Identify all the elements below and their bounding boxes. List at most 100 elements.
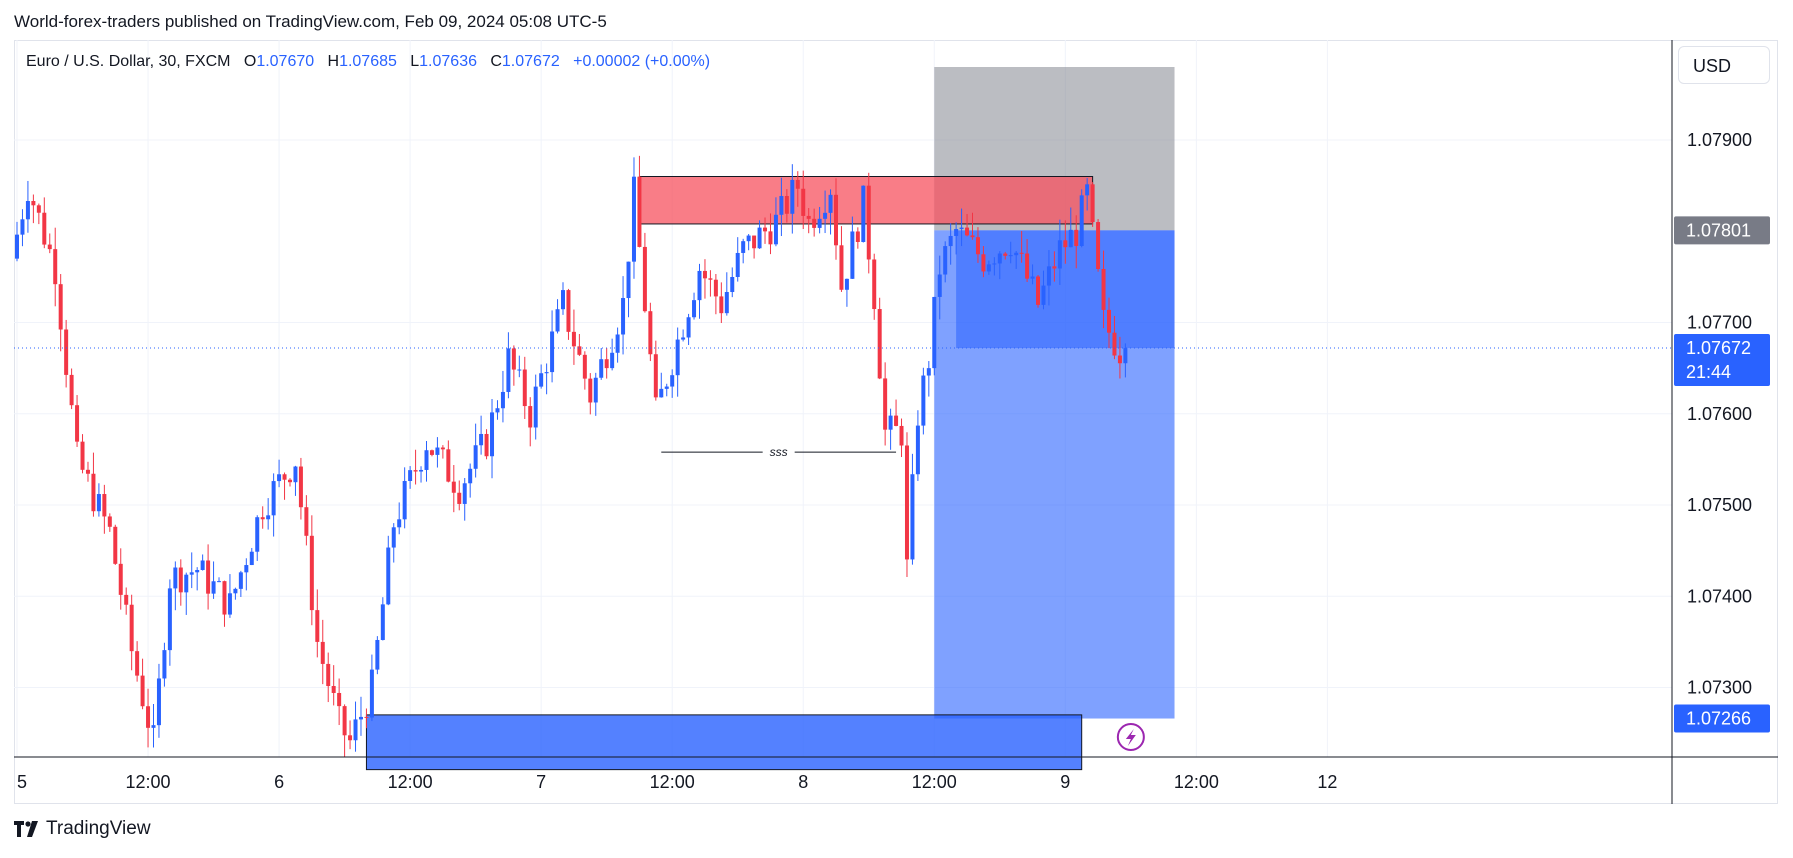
candle-body bbox=[249, 551, 254, 566]
candle-body bbox=[604, 359, 609, 369]
chart-frame[interactable] bbox=[14, 40, 1778, 804]
candle-body bbox=[954, 229, 959, 236]
candle-body bbox=[408, 470, 413, 481]
candle-body bbox=[156, 678, 161, 726]
candle-body bbox=[1068, 229, 1073, 248]
legend-high-value: 1.07685 bbox=[339, 53, 397, 70]
candle-body bbox=[511, 348, 516, 370]
candle-body bbox=[255, 517, 260, 552]
candle-body bbox=[539, 373, 544, 387]
candle-body bbox=[96, 494, 101, 512]
candle-body bbox=[304, 507, 309, 536]
candle-body bbox=[866, 185, 871, 260]
candle-body bbox=[369, 669, 374, 718]
brand-name: TradingView bbox=[46, 818, 151, 839]
candle-body bbox=[91, 473, 96, 512]
candle-body bbox=[282, 474, 287, 480]
candle-body bbox=[686, 317, 691, 338]
candle-body bbox=[490, 412, 495, 457]
ssl-label: sss bbox=[770, 445, 788, 459]
candle-body bbox=[943, 246, 948, 275]
candle-body bbox=[1112, 332, 1117, 356]
candle-body bbox=[894, 415, 899, 426]
grid-lines bbox=[14, 40, 1672, 757]
candle-body bbox=[904, 445, 909, 560]
candle-body bbox=[773, 214, 778, 245]
candle-body bbox=[64, 329, 69, 375]
candle-body bbox=[806, 215, 811, 219]
ssl-label-bg bbox=[762, 444, 795, 461]
candle-body bbox=[342, 706, 347, 736]
candle-body bbox=[162, 650, 167, 679]
candle-body bbox=[528, 406, 533, 428]
candle-body bbox=[266, 515, 271, 520]
candle-body bbox=[921, 375, 926, 426]
candle-body bbox=[184, 574, 189, 593]
candle-body bbox=[550, 331, 555, 373]
legend-close-value: 1.07672 bbox=[501, 53, 560, 70]
candle-body bbox=[413, 470, 418, 472]
candle-body bbox=[135, 651, 140, 676]
candle-body bbox=[675, 339, 680, 376]
candle-body bbox=[446, 449, 451, 482]
candle-body bbox=[288, 479, 292, 483]
candle-body bbox=[1101, 268, 1106, 310]
candle-body bbox=[1057, 240, 1062, 269]
candle-body bbox=[1025, 253, 1030, 279]
overlays: sss bbox=[14, 347, 1672, 751]
candle-body bbox=[353, 719, 358, 741]
time-tick-label: 12:00 bbox=[388, 772, 433, 792]
candle-body bbox=[107, 516, 112, 527]
price-tick-label: 1.07900 bbox=[1687, 130, 1752, 150]
candle-body bbox=[735, 252, 740, 278]
legend-change: +0.00002 (+0.00%) bbox=[573, 53, 711, 70]
time-tick-label: 12:00 bbox=[126, 772, 171, 792]
candle-body bbox=[828, 194, 833, 213]
candle-body bbox=[763, 227, 768, 232]
target-price-badge: 1.07266 bbox=[1686, 709, 1751, 729]
candle-body bbox=[992, 263, 997, 265]
candle-body bbox=[779, 195, 784, 215]
last-price-badge-bg bbox=[1674, 334, 1770, 387]
candle-body bbox=[582, 354, 587, 379]
candle-body bbox=[1079, 195, 1084, 247]
candle-body bbox=[795, 179, 800, 189]
currency-button[interactable]: USD bbox=[1678, 46, 1770, 84]
candle-body bbox=[877, 309, 882, 379]
candle-body bbox=[615, 334, 620, 353]
candle-body bbox=[790, 179, 795, 214]
candle-body bbox=[812, 218, 817, 228]
time-tick-label: 12:00 bbox=[650, 772, 695, 792]
candle-body bbox=[741, 241, 746, 253]
candle-body bbox=[211, 581, 216, 594]
legend-open-value: 1.07670 bbox=[256, 53, 315, 70]
time-tick-label: 6 bbox=[274, 772, 284, 792]
candle-body bbox=[1117, 355, 1122, 364]
candle-body bbox=[402, 480, 407, 520]
candle-body bbox=[872, 259, 877, 310]
candle-body bbox=[113, 526, 118, 564]
candle-body bbox=[195, 570, 200, 573]
candle-body bbox=[932, 296, 937, 369]
candle-body bbox=[1008, 255, 1013, 257]
candle-body bbox=[468, 468, 473, 484]
candle-body bbox=[1030, 276, 1035, 279]
candle-body bbox=[315, 610, 320, 642]
candle-body bbox=[648, 311, 653, 355]
brand[interactable]: TradingView bbox=[14, 818, 151, 840]
legend-low-value: 1.07636 bbox=[419, 53, 477, 70]
candle-body bbox=[124, 594, 129, 605]
candle-body bbox=[965, 227, 970, 236]
candle-body bbox=[227, 593, 232, 615]
bolt-shape bbox=[1125, 729, 1136, 746]
candle-body bbox=[233, 588, 238, 594]
candle-body bbox=[429, 450, 434, 455]
price-tick-label: 1.07300 bbox=[1687, 678, 1752, 698]
legend-open-label: O bbox=[243, 53, 257, 70]
candle-body bbox=[244, 565, 249, 573]
candle-body bbox=[899, 425, 904, 446]
candle-body bbox=[479, 433, 484, 446]
price-tick-label: 1.07500 bbox=[1687, 495, 1752, 515]
supply-zone bbox=[638, 176, 1094, 225]
